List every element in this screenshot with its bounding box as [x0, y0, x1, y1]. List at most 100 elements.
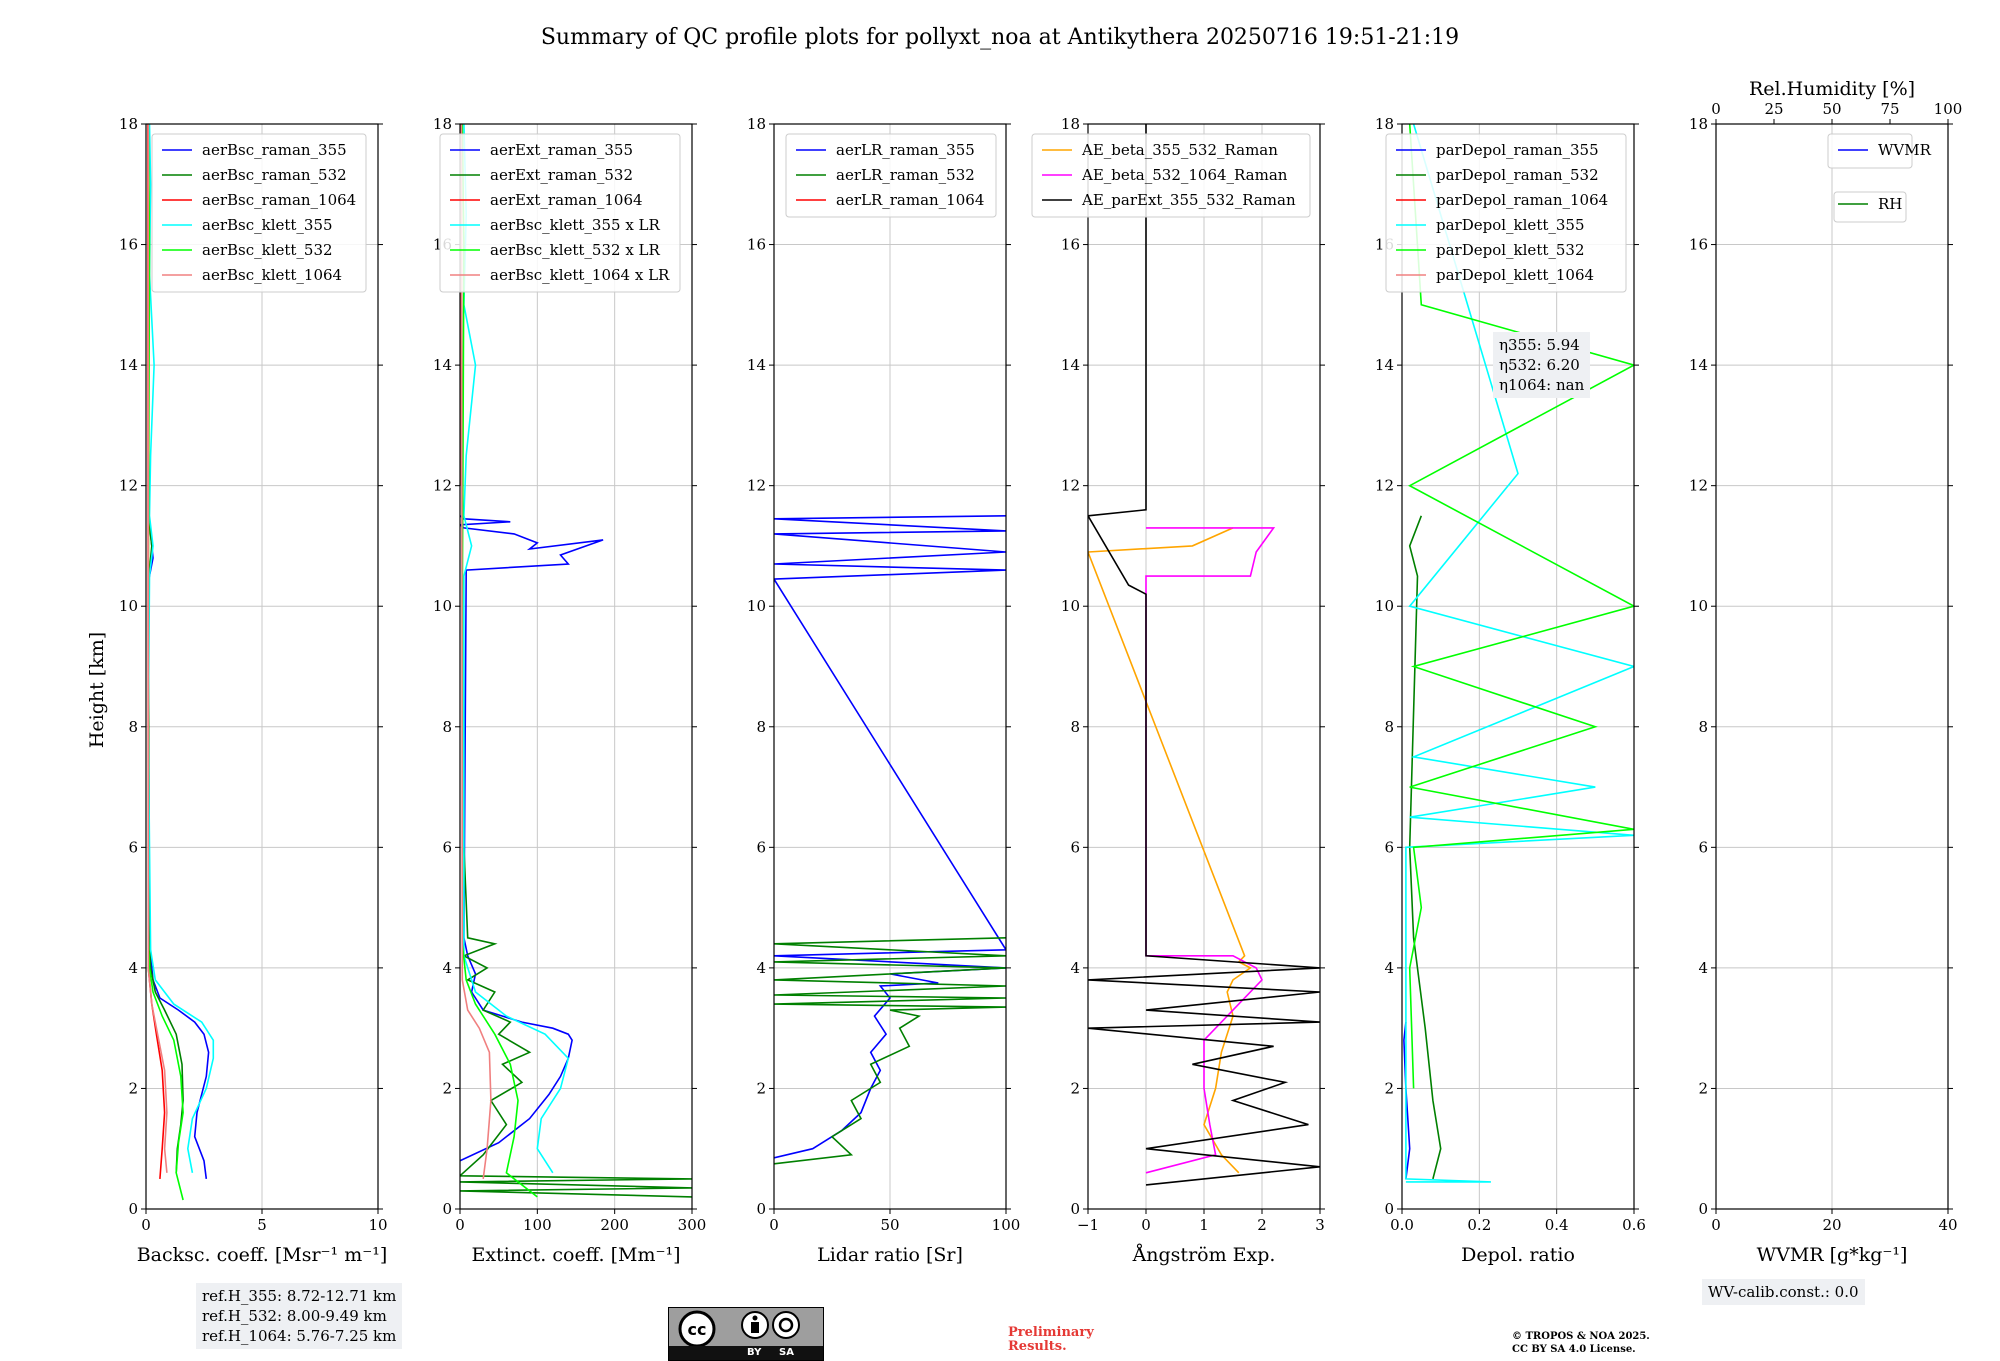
axes-frame — [459, 123, 693, 1210]
y-tick-label: 14 — [119, 356, 138, 374]
x-tick-label: 1 — [1199, 1216, 1209, 1234]
x-tick-label: 50 — [880, 1216, 899, 1234]
legend-entry: AE_beta_355_532_Raman — [1081, 141, 1278, 159]
legend-entry: parDepol_klett_532 — [1436, 241, 1585, 259]
cc-by-text: BY — [747, 1347, 762, 1358]
x-tick-label: 0 — [141, 1216, 151, 1234]
y-tick-label: 12 — [1689, 477, 1708, 495]
legend-entry: aerExt_raman_355 — [490, 141, 633, 159]
y-tick-label: 16 — [119, 236, 138, 254]
y-tick-label: 18 — [433, 115, 452, 133]
x-tick-label: 40 — [1938, 1216, 1957, 1234]
legend-entry: aerBsc_raman_355 — [202, 141, 347, 159]
y-tick-label: 12 — [747, 477, 766, 495]
x-tick-label: 0 — [769, 1216, 779, 1234]
series-line-aerbsc-klett-355 — [147, 124, 215, 1173]
panel-3: 0 50 100 0 2 4 6 8 10 12 14 16 18 Lidar ratio [Sr] aer… — [747, 115, 1020, 1266]
axes-frame — [1715, 123, 1949, 1210]
y-tick-label: 8 — [1698, 718, 1708, 736]
x-tick-label: −1 — [1077, 1216, 1099, 1234]
legend-entry: aerBsc_klett_355 — [202, 216, 333, 234]
top-tick-label: 25 — [1764, 100, 1783, 118]
top-tick-label: 75 — [1880, 100, 1899, 118]
legend-box — [1385, 133, 1627, 293]
y-tick-label: 8 — [1384, 718, 1394, 736]
y-tick-label: 2 — [1070, 1079, 1080, 1097]
legend-box — [1827, 133, 1913, 169]
series-line-aerlr-raman-532 — [774, 937, 1006, 1165]
series-line-pardepol-raman-532 — [1408, 515, 1442, 1180]
axes-frame — [145, 123, 379, 1210]
ref-height-1064: ref.H_1064: 5.76-7.25 km — [202, 1327, 397, 1345]
y-tick-label: 8 — [442, 718, 452, 736]
top-tick-label: 50 — [1822, 100, 1841, 118]
x-tick-label: 0.2 — [1467, 1216, 1491, 1234]
x-tick-label: 2 — [1257, 1216, 1267, 1234]
axes-frame — [1087, 123, 1321, 1210]
y-tick-label: 6 — [128, 838, 138, 856]
wv-calib-box: WV-calib.const.: 0.0 — [1702, 1279, 1865, 1305]
x-tick-label: 0.6 — [1622, 1216, 1646, 1234]
y-tick-label: 10 — [119, 597, 138, 615]
y-tick-label: 2 — [128, 1079, 138, 1097]
y-tick-label: 18 — [119, 115, 138, 133]
x-axis-label: Ångström Exp. — [1132, 1244, 1276, 1266]
x-tick-label: 300 — [678, 1216, 707, 1234]
y-tick-label: 4 — [1698, 959, 1708, 977]
series-line-ae-beta-355-532-raman — [1088, 527, 1252, 1174]
eta-355: η355: 5.94 — [1499, 336, 1580, 354]
legend-entry: AE_beta_532_1064_Raman — [1081, 166, 1288, 184]
x-axis-label: Lidar ratio [Sr] — [817, 1244, 963, 1266]
top-axis-label: Rel.Humidity [%] — [1749, 78, 1915, 100]
y-tick-label: 6 — [1070, 838, 1080, 856]
y-tick-label: 2 — [756, 1079, 766, 1097]
y-tick-label: 12 — [1061, 477, 1080, 495]
series-line-aerext-raman-355 — [460, 515, 604, 1162]
legend-entry: aerBsc_klett_355 x LR — [490, 216, 661, 234]
y-tick-label: 4 — [756, 959, 766, 977]
legend-entry: parDepol_raman_1064 — [1436, 191, 1608, 209]
eta-values-box: η355: 5.94 η532: 6.20 η1064: nan — [1493, 332, 1591, 398]
y-tick-label: 10 — [1375, 597, 1394, 615]
legend-entry: aerExt_raman_532 — [490, 166, 633, 184]
x-tick-label: 10 — [368, 1216, 387, 1234]
series-line-pardepol-klett-532 — [1408, 124, 1634, 1089]
panel-2: 0100200300024681012141618Extinct. coeff.… — [433, 115, 706, 1266]
x-axis-label: Depol. ratio — [1461, 1244, 1575, 1266]
y-tick-label: 0 — [1070, 1200, 1080, 1218]
y-tick-label: 18 — [1689, 115, 1708, 133]
legend-entry: AE_parExt_355_532_Raman — [1081, 191, 1296, 209]
series-group — [1088, 124, 1320, 1186]
y-tick-label: 6 — [442, 838, 452, 856]
y-tick-label: 10 — [747, 597, 766, 615]
cc-sa-text: SA — [779, 1347, 794, 1358]
sa-icon — [772, 1311, 800, 1339]
series-group — [774, 515, 1006, 1165]
y-tick-label: 8 — [756, 718, 766, 736]
y-tick-label: 4 — [128, 959, 138, 977]
legend-entry: aerLR_raman_1064 — [836, 191, 984, 209]
y-tick-label: 12 — [433, 477, 452, 495]
y-tick-label: 0 — [128, 1200, 138, 1218]
legend-entry: aerBsc_klett_532 x LR — [490, 241, 661, 259]
legend-entry: RH — [1878, 195, 1902, 213]
legend-entry: parDepol_raman_532 — [1436, 166, 1599, 184]
x-tick-label: 3 — [1315, 1216, 1325, 1234]
y-tick-label: 18 — [747, 115, 766, 133]
y-tick-label: 4 — [442, 959, 452, 977]
series-line-pardepol-raman-355 — [1403, 1022, 1411, 1179]
y-tick-label: 6 — [756, 838, 766, 856]
legend-entry: aerBsc_raman_1064 — [202, 191, 356, 209]
y-tick-label: 18 — [1375, 115, 1394, 133]
y-tick-label: 14 — [1061, 356, 1080, 374]
legend-entry: aerLR_raman_532 — [836, 166, 975, 184]
x-tick-label: 0 — [455, 1216, 465, 1234]
y-tick-label: 10 — [1689, 597, 1708, 615]
series-line-aerext-raman-532 — [460, 847, 692, 1198]
eta-1064: η1064: nan — [1499, 376, 1585, 394]
series-line-aerbsc-klett-1064 — [147, 124, 168, 1173]
top-tick-label: 0 — [1711, 100, 1721, 118]
